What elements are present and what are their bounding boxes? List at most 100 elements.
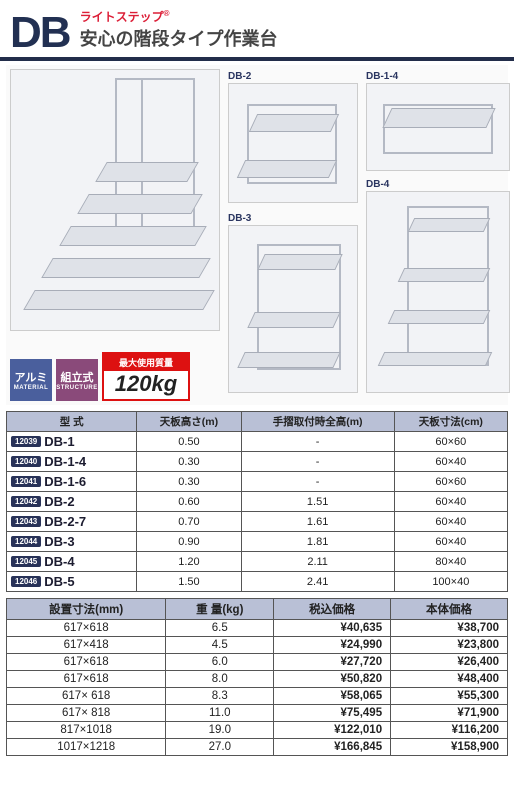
table-row: 12044DB-30.901.8160×40 — [7, 532, 508, 552]
cell-rail: 1.51 — [241, 492, 394, 512]
product-photo-db4 — [366, 191, 510, 393]
product-photo-db3 — [228, 225, 358, 393]
cell-weight: 11.0 — [166, 705, 274, 722]
cell-price-exc: ¥26,400 — [391, 654, 508, 671]
product-label-db4: DB-4 — [366, 179, 389, 190]
col-height: 天板高さ(m) — [137, 412, 241, 432]
cell-price-inc: ¥24,990 — [274, 637, 391, 654]
badge-assembly-jp: 組立式 — [61, 369, 94, 385]
model-name: DB-2-7 — [44, 514, 86, 529]
sku-badge: 12040 — [11, 456, 41, 467]
cell-height: 1.20 — [137, 552, 241, 572]
table-header-row: 設置寸法(mm) 重 量(kg) 税込価格 本体価格 — [7, 599, 508, 620]
table-row: 12040DB-1-40.30-60×40 — [7, 452, 508, 472]
table-row: 617×4184.5¥24,990¥23,800 — [7, 637, 508, 654]
cell-height: 1.50 — [137, 572, 241, 592]
product-label-db14: DB-1-4 — [366, 71, 398, 82]
cell-price-exc: ¥48,400 — [391, 671, 508, 688]
model-name: DB-1-4 — [44, 454, 86, 469]
spec-table-2: 設置寸法(mm) 重 量(kg) 税込価格 本体価格 617×6186.5¥40… — [6, 598, 508, 756]
table-row: 12042DB-20.601.5160×40 — [7, 492, 508, 512]
cell-height: 0.60 — [137, 492, 241, 512]
cell-rail: - — [241, 472, 394, 492]
cell-dim: 617×618 — [7, 654, 166, 671]
cell-weight: 4.5 — [166, 637, 274, 654]
cell-dim: 617× 818 — [7, 705, 166, 722]
cell-top: 80×40 — [394, 552, 507, 572]
table-row: 12039DB-10.50-60×60 — [7, 432, 508, 452]
cell-rail: 1.81 — [241, 532, 394, 552]
cell-price-exc: ¥71,900 — [391, 705, 508, 722]
cell-rail: - — [241, 432, 394, 452]
spec-table-1: 型 式 天板高さ(m) 手摺取付時全高(m) 天板寸法(cm) 12039DB-… — [6, 411, 508, 592]
cell-price-inc: ¥58,065 — [274, 688, 391, 705]
cell-model: 12039DB-1 — [7, 432, 137, 452]
product-label-db2: DB-2 — [228, 71, 251, 82]
cell-weight: 6.0 — [166, 654, 274, 671]
cell-rail: - — [241, 452, 394, 472]
title-wrap: ライトステップ® 安心の階段タイプ作業台 — [80, 8, 278, 55]
table-row: 12043DB-2-70.701.6160×40 — [7, 512, 508, 532]
col-weight: 重 量(kg) — [166, 599, 274, 620]
cell-weight: 27.0 — [166, 739, 274, 756]
cell-weight: 19.0 — [166, 722, 274, 739]
cell-model: 12043DB-2-7 — [7, 512, 137, 532]
badge-load-label: 最大使用質量 — [104, 354, 188, 371]
cell-height: 0.70 — [137, 512, 241, 532]
cell-price-inc: ¥75,495 — [274, 705, 391, 722]
table-row: 1017×121827.0¥166,845¥158,900 — [7, 739, 508, 756]
subtitle-text: 安心の階段タイプ作業台 — [80, 25, 278, 51]
badge-load-value: 120kg — [104, 371, 188, 399]
badge-load: 最大使用質量 120kg — [102, 352, 190, 401]
cell-height: 0.30 — [137, 452, 241, 472]
table-row: 617× 6188.3¥58,065¥55,300 — [7, 688, 508, 705]
sku-badge: 12044 — [11, 536, 41, 547]
table-row: 617×6188.0¥50,820¥48,400 — [7, 671, 508, 688]
table-row: 617×6186.0¥27,720¥26,400 — [7, 654, 508, 671]
cell-price-exc: ¥55,300 — [391, 688, 508, 705]
table-row: 12041DB-1-60.30-60×60 — [7, 472, 508, 492]
product-image-area: DB-2 DB-1-4 DB-3 DB-4 — [6, 65, 508, 405]
cell-rail: 2.41 — [241, 572, 394, 592]
cell-top: 60×40 — [394, 512, 507, 532]
cell-dim: 1017×1218 — [7, 739, 166, 756]
cell-rail: 2.11 — [241, 552, 394, 572]
sku-badge: 12046 — [11, 576, 41, 587]
sku-badge: 12039 — [11, 436, 41, 447]
badge-aluminum-en: MATERIAL — [14, 385, 49, 391]
col-dim: 設置寸法(mm) — [7, 599, 166, 620]
brand-name: ライトステップ® — [80, 8, 278, 25]
model-name: DB-3 — [44, 534, 74, 549]
cell-rail: 1.61 — [241, 512, 394, 532]
cell-dim: 617×418 — [7, 637, 166, 654]
brand-mark: ® — [164, 9, 170, 18]
product-photo-db2 — [228, 83, 358, 203]
model-name: DB-1 — [44, 434, 74, 449]
cell-dim: 817×1018 — [7, 722, 166, 739]
cell-model: 12040DB-1-4 — [7, 452, 137, 472]
product-photo-db14 — [366, 83, 510, 171]
cell-height: 0.90 — [137, 532, 241, 552]
badge-assembly: 組立式 STRUCTURE — [56, 359, 98, 401]
table-header-row: 型 式 天板高さ(m) 手摺取付時全高(m) 天板寸法(cm) — [7, 412, 508, 432]
cell-price-exc: ¥23,800 — [391, 637, 508, 654]
brand-text: ライトステップ — [80, 10, 164, 24]
cell-dim: 617× 618 — [7, 688, 166, 705]
badge-aluminum: アルミ MATERIAL — [10, 359, 52, 401]
cell-height: 0.30 — [137, 472, 241, 492]
cell-top: 60×40 — [394, 492, 507, 512]
cell-top: 60×40 — [394, 452, 507, 472]
badge-aluminum-jp: アルミ — [15, 369, 48, 385]
model-name: DB-4 — [44, 554, 74, 569]
table-row: 12045DB-4 1.202.1180×40 — [7, 552, 508, 572]
cell-top: 60×60 — [394, 472, 507, 492]
cell-top: 100×40 — [394, 572, 507, 592]
sku-badge: 12045 — [11, 556, 41, 567]
table-row: 617× 81811.0¥75,495¥71,900 — [7, 705, 508, 722]
table-row: 12046DB-51.502.41100×40 — [7, 572, 508, 592]
page-header: DB ライトステップ® 安心の階段タイプ作業台 — [0, 0, 514, 61]
product-series-logo: DB — [10, 11, 70, 55]
cell-top: 60×60 — [394, 432, 507, 452]
badge-assembly-en: STRUCTURE — [56, 385, 98, 391]
col-price-inc: 税込価格 — [274, 599, 391, 620]
